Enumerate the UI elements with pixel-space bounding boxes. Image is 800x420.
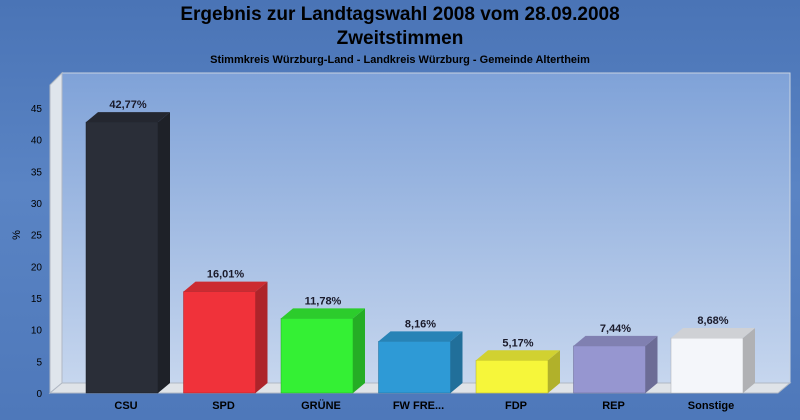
bar-4 xyxy=(378,331,463,394)
bar-value-label: 42,77% xyxy=(109,99,147,111)
chart-subtitle: Zweitstimmen xyxy=(336,28,464,49)
bar-5 xyxy=(475,350,560,394)
x-category-label: Sonstige xyxy=(688,400,734,412)
bar-side xyxy=(255,281,268,393)
bar-value-label: 16,01% xyxy=(207,269,245,281)
x-category-label: CSU xyxy=(114,400,137,412)
y-tick-label: 25 xyxy=(31,231,43,242)
bar-6 xyxy=(573,335,658,394)
bar-side xyxy=(548,350,560,393)
y-tick-label: 15 xyxy=(31,294,43,305)
bar-top xyxy=(573,335,658,346)
bar-front xyxy=(280,318,354,394)
y-axis-label: % xyxy=(11,230,23,240)
bar-value-label: 8,68% xyxy=(697,315,728,327)
bar-side xyxy=(450,331,463,393)
bar-7 xyxy=(670,328,755,394)
bar-top xyxy=(476,350,560,361)
bar-value-label: 8,16% xyxy=(405,318,436,330)
bar-side xyxy=(645,335,658,393)
bar-front xyxy=(475,360,549,394)
bar-value-label: 5,17% xyxy=(502,337,533,349)
bar-front xyxy=(573,345,646,394)
bar-front xyxy=(183,291,256,394)
y-tick-label: 45 xyxy=(31,104,43,115)
x-category-label: GRÜNE xyxy=(301,399,341,412)
y-tick-label: 0 xyxy=(36,389,42,400)
bar-front xyxy=(378,341,451,394)
bar-front xyxy=(85,121,159,394)
y-tick-label: 5 xyxy=(36,357,42,368)
y-tick-label: 30 xyxy=(31,199,43,210)
plot-left-wall xyxy=(49,71,63,395)
bar-2 xyxy=(183,281,268,394)
bar-top xyxy=(183,281,268,292)
bar-side xyxy=(743,328,755,393)
y-tick-label: 35 xyxy=(31,167,43,178)
bar-3 xyxy=(280,308,365,394)
bar-top xyxy=(281,308,365,319)
x-category-label: SPD xyxy=(212,400,235,412)
y-tick-label: 10 xyxy=(31,326,43,337)
bar-top xyxy=(378,331,463,342)
y-tick-label: 40 xyxy=(31,136,43,147)
bar-side xyxy=(158,112,170,393)
y-tick-label: 20 xyxy=(31,262,43,273)
bar-value-label: 11,78% xyxy=(305,295,342,307)
x-category-label: FW FRE... xyxy=(393,400,444,412)
bar-top xyxy=(86,112,170,123)
bar-value-label: 7,44% xyxy=(600,323,631,335)
chart-caption: Stimmkreis Würzburg-Land - Landkreis Wür… xyxy=(210,54,590,66)
bar-1 xyxy=(85,112,170,394)
chart-title: Ergebnis zur Landtagswahl 2008 vom 28.09… xyxy=(180,4,620,25)
x-category-label: REP xyxy=(602,400,625,412)
bar-side xyxy=(353,308,365,393)
x-category-label: FDP xyxy=(505,400,527,412)
bar-top xyxy=(671,328,755,339)
bar-front xyxy=(670,337,744,394)
